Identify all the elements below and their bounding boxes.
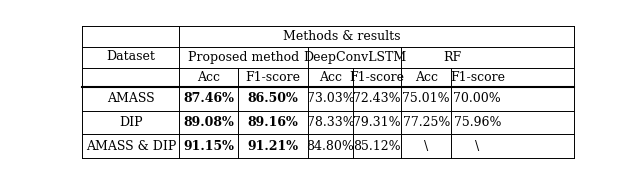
Text: DeepConvLSTM: DeepConvLSTM (303, 51, 406, 64)
Text: 87.46%: 87.46% (183, 92, 234, 105)
Text: 78.33%: 78.33% (307, 116, 355, 129)
Text: 89.08%: 89.08% (183, 116, 234, 129)
Text: F1-score: F1-score (246, 71, 300, 84)
Text: 85.12%: 85.12% (353, 140, 401, 153)
Text: Acc: Acc (415, 71, 438, 84)
Text: \: \ (475, 140, 479, 153)
Text: 77.25%: 77.25% (403, 116, 450, 129)
Text: DIP: DIP (119, 116, 143, 129)
Text: Proposed method: Proposed method (188, 51, 300, 64)
Text: 84.80%: 84.80% (307, 140, 355, 153)
Text: Methods & results: Methods & results (283, 30, 400, 43)
Text: RF: RF (444, 51, 461, 64)
Text: Acc: Acc (197, 71, 220, 84)
Text: F1-score: F1-score (349, 71, 404, 84)
Text: Acc: Acc (319, 71, 342, 84)
Text: 75.01%: 75.01% (403, 92, 450, 105)
Text: 75.96%: 75.96% (454, 116, 501, 129)
Text: \: \ (424, 140, 428, 153)
Text: Dataset: Dataset (106, 50, 156, 63)
Text: 70.00%: 70.00% (453, 92, 501, 105)
Text: 72.43%: 72.43% (353, 92, 401, 105)
Text: 73.03%: 73.03% (307, 92, 355, 105)
Text: 86.50%: 86.50% (248, 92, 298, 105)
Text: 89.16%: 89.16% (248, 116, 298, 129)
Text: 91.21%: 91.21% (248, 140, 298, 153)
Text: 91.15%: 91.15% (183, 140, 234, 153)
Text: F1-score: F1-score (450, 71, 505, 84)
Text: AMASS & DIP: AMASS & DIP (86, 140, 176, 153)
Text: AMASS: AMASS (107, 92, 155, 105)
Text: 79.31%: 79.31% (353, 116, 401, 129)
